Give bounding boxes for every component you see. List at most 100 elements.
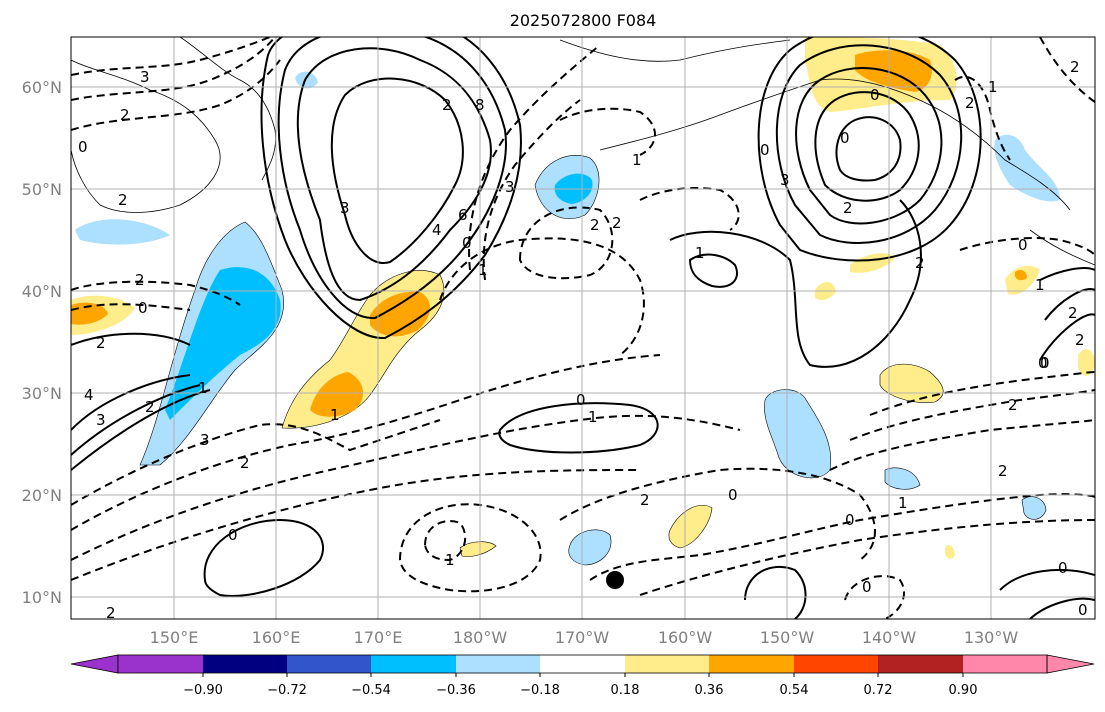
lat-label: 40°N	[22, 282, 62, 301]
contour-label: 2	[135, 271, 145, 289]
contour-label: 0	[1040, 354, 1050, 372]
lat-label: 30°N	[22, 384, 62, 403]
contour-label: 2	[1068, 304, 1078, 322]
lon-label: 170°W	[555, 628, 610, 647]
contour-label: 2	[915, 254, 925, 272]
colorbar-label: 0.72	[864, 683, 893, 698]
yellow-shading	[71, 37, 1095, 559]
contour-labels: 3 2 0 2 2 0 2 3 4 2 1 3 2 1 3 2 4 8 6 0 …	[78, 58, 1088, 622]
contour-label: 3	[200, 431, 210, 449]
colorbar-label: −0.18	[520, 683, 560, 698]
lat-label: 50°N	[22, 180, 62, 199]
contour-label: 1	[898, 494, 908, 512]
colorbar-label: −0.54	[351, 683, 391, 698]
contour-label: 0	[862, 578, 872, 596]
contour-label: 1	[588, 408, 598, 426]
contour-label: 1	[330, 406, 340, 424]
colorbar-bin	[456, 655, 540, 673]
lat-label: 10°N	[22, 588, 62, 607]
contour-label: 0	[728, 486, 738, 504]
solid-contours	[71, 37, 1095, 619]
lon-label: 160°E	[252, 628, 301, 647]
contour-label: 0	[138, 299, 148, 317]
colorbar-bin	[540, 655, 625, 673]
contour-label: 2	[612, 214, 622, 232]
contour-label: 3	[340, 199, 350, 217]
contour-label: 0	[1058, 559, 1068, 577]
contour-label: 2	[442, 96, 452, 114]
contour-label: 1	[1035, 276, 1045, 294]
contour-label: 1	[988, 78, 998, 96]
contour-label: 2	[145, 398, 155, 416]
lat-tick-labels: 60°N 50°N 40°N 30°N 20°N 10°N	[22, 78, 62, 607]
contour-label: 0	[78, 138, 88, 156]
lon-label: 180°W	[453, 628, 508, 647]
lat-label: 20°N	[22, 486, 62, 505]
lon-label: 160°W	[658, 628, 713, 647]
colorbar: −0.90 −0.72 −0.54 −0.36 −0.18 0.18 0.36 …	[70, 654, 1095, 698]
contour-label: 2	[240, 454, 250, 472]
colorbar-extend-left	[70, 654, 119, 674]
contour-label: 2	[1008, 396, 1018, 414]
colorbar-label: 0.90	[949, 683, 978, 698]
contour-label: 0	[576, 391, 586, 409]
colorbar-bin	[709, 655, 794, 673]
colorbar-bin	[203, 655, 287, 673]
colorbar-label: 0.36	[695, 683, 724, 698]
contour-label: 2	[118, 191, 128, 209]
colorbar-label: 0.54	[780, 683, 809, 698]
colorbar-label: 0.18	[611, 683, 640, 698]
contour-label: 3	[96, 411, 106, 429]
contour-label: 6	[458, 206, 468, 224]
colorbar-bin	[118, 655, 203, 673]
coastlines	[71, 37, 1095, 266]
contour-label: 2	[590, 216, 600, 234]
lon-label: 170°E	[354, 628, 403, 647]
contour-label: 0	[462, 234, 472, 252]
contour-label: 2	[843, 199, 853, 217]
dashed-contours	[71, 37, 1095, 619]
contour-label: 2	[120, 106, 130, 124]
contour-label: 2	[96, 334, 106, 352]
contour-label: 3	[505, 178, 515, 196]
contour-label: 3	[140, 68, 150, 86]
colorbar-label: −0.36	[436, 683, 476, 698]
contour-label: 2	[998, 462, 1008, 480]
contour-label: 0	[870, 86, 880, 104]
plot-area: 3 2 0 2 2 0 2 3 4 2 1 3 2 1 3 2 4 8 6 0 …	[71, 37, 1095, 622]
colorbar-bin	[287, 655, 371, 673]
contour-label: 0	[1018, 236, 1028, 254]
plot-frame	[70, 36, 1096, 620]
contour-label: 8	[475, 96, 485, 114]
contour-label: 0	[228, 526, 238, 544]
colorbar-label: −0.72	[267, 683, 307, 698]
lon-tick-labels: 150°E 160°E 170°E 180°W 170°W 160°W 150°…	[150, 628, 1019, 647]
contour-label: 1	[198, 379, 208, 397]
colorbar-label: −0.90	[183, 683, 223, 698]
colorbar-bin	[794, 655, 878, 673]
contour-label: 1	[478, 261, 488, 279]
lon-label: 130°W	[964, 628, 1019, 647]
contour-label: 4	[432, 221, 442, 239]
colorbar-bin	[625, 655, 709, 673]
contour-label: 1	[445, 551, 455, 569]
colorbar-bin	[371, 655, 456, 673]
contour-label: 0	[845, 511, 855, 529]
contour-label: 2	[640, 491, 650, 509]
graticule	[71, 37, 1095, 619]
contour-label: 2	[106, 604, 116, 622]
contour-label: 0	[760, 141, 770, 159]
contour-label: 2	[1075, 331, 1085, 349]
blue-shading	[75, 71, 1060, 566]
lon-label: 150°W	[760, 628, 815, 647]
colorbar-extend-right	[1046, 654, 1095, 674]
lat-label: 60°N	[22, 78, 62, 97]
contour-label: 2	[1070, 58, 1080, 76]
colorbar-bin	[963, 655, 1047, 673]
map-title: 2025072800 F084	[510, 11, 657, 30]
lon-label: 140°W	[862, 628, 917, 647]
contour-label: 2	[965, 94, 975, 112]
contour-label: 3	[780, 171, 790, 189]
contour-label: 1	[695, 244, 705, 262]
